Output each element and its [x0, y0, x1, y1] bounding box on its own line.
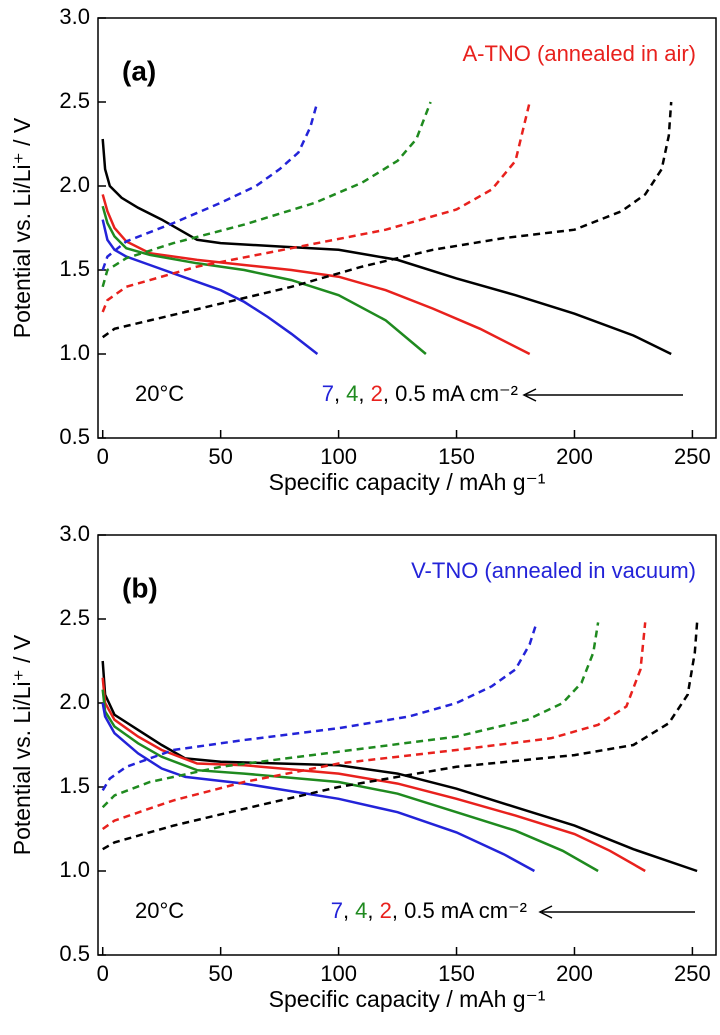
charge-curve	[101, 101, 432, 288]
panel: 0 50 100 150 200 250 0.5 1.0 1.5 2.0 2.5 3.0 Specifi…	[9, 4, 717, 495]
arrow-head	[538, 905, 553, 919]
panel-label: (b)	[122, 572, 158, 603]
rate-label: 7, 4, 2, 0.5 mA cm⁻²	[322, 381, 518, 406]
charge-curve	[101, 101, 531, 313]
y-tick-label: 2.0	[59, 689, 90, 714]
x-tick-label: 150	[438, 444, 475, 469]
panel: 0 50 100 150 200 250 0.5 1.0 1.5 2.0 2.5 3.0 Specifi…	[9, 521, 717, 1012]
rate-part: , 0.5 mA cm⁻²	[392, 898, 527, 923]
y-tick-label: 1.0	[59, 340, 90, 365]
rate-part: 7	[322, 381, 334, 406]
rate-part: ,	[343, 898, 355, 923]
charge-curve	[101, 101, 319, 271]
discharge-curve	[101, 219, 319, 355]
y-axis-label: Potential vs. Li/Li⁺ / V	[9, 634, 35, 855]
discharge-curve	[101, 702, 536, 873]
y-tick-label: 1.5	[59, 256, 90, 281]
sample-label: V-TNO (annealed in vacuum)	[411, 558, 696, 583]
x-axis-label: Specific capacity / mAh g⁻¹	[269, 469, 546, 495]
y-tick-label: 2.5	[59, 605, 90, 630]
y-tick-label: 1.5	[59, 773, 90, 798]
discharge-curve	[101, 689, 599, 873]
rate-part: ,	[367, 898, 379, 923]
rate-part: 7	[331, 898, 343, 923]
temperature-label: 20°C	[135, 381, 184, 406]
x-tick-label: 250	[674, 961, 711, 986]
rate-part: 2	[380, 898, 392, 923]
y-tick-label: 2.5	[59, 88, 90, 113]
rate-part: ,	[358, 381, 370, 406]
x-tick-label: 50	[208, 444, 232, 469]
x-tick-label: 200	[556, 961, 593, 986]
plot-frame	[97, 534, 717, 956]
x-tick-label: 250	[674, 444, 711, 469]
discharge-curve	[101, 205, 427, 355]
charge-curve	[101, 101, 673, 339]
rate-part: 4	[355, 898, 367, 923]
x-axis-label: Specific capacity / mAh g⁻¹	[269, 986, 546, 1012]
rate-part: , 0.5 mA cm⁻²	[383, 381, 518, 406]
plot-frame	[97, 17, 717, 439]
discharge-curve	[101, 660, 698, 873]
x-tick-label: 50	[208, 961, 232, 986]
charge-curve	[101, 622, 538, 792]
temperature-label: 20°C	[135, 898, 184, 923]
charge-curve	[101, 622, 647, 831]
sample-label: A-TNO (annealed in air)	[462, 41, 696, 66]
rate-part: 4	[346, 381, 358, 406]
y-tick-label: 2.0	[59, 172, 90, 197]
x-tick-label: 200	[556, 444, 593, 469]
charge-curve	[101, 622, 600, 809]
discharge-curve	[101, 138, 672, 356]
x-tick-label: 150	[438, 961, 475, 986]
x-tick-label: 100	[320, 444, 357, 469]
discharge-curve	[101, 677, 646, 873]
rate-part: ,	[334, 381, 346, 406]
charge-curve	[102, 622, 699, 851]
y-tick-label: 3.0	[59, 4, 90, 29]
x-tick-label: 0	[97, 961, 109, 986]
panel-label: (a)	[122, 55, 156, 86]
arrow-head	[522, 388, 537, 402]
x-tick-label: 100	[320, 961, 357, 986]
rate-part: 2	[371, 381, 383, 406]
y-tick-label: 1.0	[59, 857, 90, 882]
x-tick-label: 0	[97, 444, 109, 469]
y-tick-label: 0.5	[59, 941, 90, 966]
y-axis-label: Potential vs. Li/Li⁺ / V	[9, 117, 35, 338]
y-tick-label: 3.0	[59, 521, 90, 546]
y-tick-label: 0.5	[59, 424, 90, 449]
discharge-curve	[101, 194, 531, 356]
rate-label: 7, 4, 2, 0.5 mA cm⁻²	[331, 898, 527, 923]
